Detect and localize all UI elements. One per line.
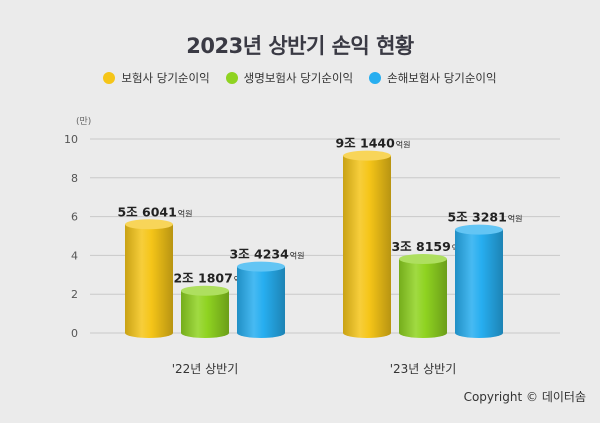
legend-swatch-insurers — [103, 72, 116, 84]
bar-top — [125, 219, 173, 230]
y-tick-label: 2 — [71, 288, 78, 301]
legend-item-insurers: 보험사 당기순이익 — [103, 70, 210, 86]
bar-top — [399, 253, 447, 264]
data-label: 9조 1440억원 — [335, 136, 410, 151]
bar — [399, 258, 447, 338]
bar-top — [237, 261, 285, 272]
legend-swatch-life — [225, 72, 238, 84]
y-tick-label: 10 — [64, 133, 78, 146]
bar — [343, 155, 391, 338]
y-tick-label: 4 — [71, 249, 78, 262]
y-axis-unit-label: (만) — [76, 116, 91, 127]
data-label: 3조 4234억원 — [229, 247, 304, 262]
y-tick-label: 6 — [71, 211, 78, 224]
legend-label-insurers: 보험사 당기순이익 — [121, 71, 210, 85]
copyright-text: Copyright © 데이터솜 — [463, 390, 586, 404]
bar-top — [181, 285, 229, 296]
x-category-label: '23년 상반기 — [390, 362, 457, 376]
bar-top — [455, 224, 503, 235]
legend-item-life: 생명보험사 당기순이익 — [225, 70, 354, 86]
bar-top — [343, 150, 391, 161]
y-tick-label: 8 — [71, 172, 78, 185]
legend-swatch-nonlife — [369, 72, 382, 84]
bar — [237, 266, 285, 338]
bar — [455, 229, 503, 338]
legend: 보험사 당기순이익 생명보험사 당기순이익 손해보험사 당기순이익 — [0, 70, 600, 86]
x-category-label: '22년 상반기 — [172, 362, 239, 376]
bar — [181, 290, 229, 338]
bar — [125, 224, 173, 338]
data-label: 5조 3281억원 — [447, 210, 522, 225]
legend-item-nonlife: 손해보험사 당기순이익 — [369, 70, 497, 86]
legend-label-nonlife: 손해보험사 당기순이익 — [387, 71, 497, 85]
y-tick-label: 0 — [71, 327, 78, 340]
chart-title: 2023년 상반기 손익 현황 — [186, 34, 414, 58]
legend-label-life: 생명보험사 당기순이익 — [243, 71, 354, 85]
data-label: 5조 6041억원 — [117, 204, 192, 219]
